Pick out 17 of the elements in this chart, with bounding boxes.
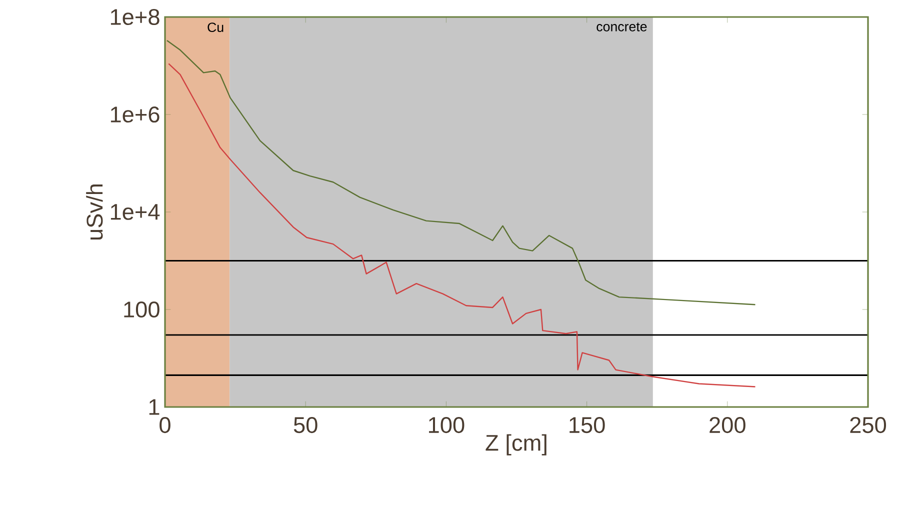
band-label: concrete (596, 22, 647, 32)
x-axis-title: Z [cm] (486, 434, 546, 456)
x-tick-label: 0 (160, 417, 170, 434)
x-tick-label: 150 (570, 417, 605, 434)
y-tick-label: 1e+6 (110, 106, 160, 123)
x-tick-label: 100 (429, 417, 464, 434)
x-tick-label: 200 (710, 417, 746, 434)
x-tick-label: 50 (294, 417, 318, 434)
y-tick-label: 100 (124, 301, 160, 318)
y-tick-label: 1e+4 (110, 204, 160, 220)
x-tick-label: 250 (850, 417, 886, 434)
line-series (168, 63, 756, 388)
line-series (166, 40, 756, 306)
y-tick-label: 1 (149, 399, 160, 415)
y-tick-label: 1e+8 (110, 8, 160, 26)
y-axis-title: uSv/h (86, 184, 103, 240)
band-label: Cu (208, 22, 224, 32)
